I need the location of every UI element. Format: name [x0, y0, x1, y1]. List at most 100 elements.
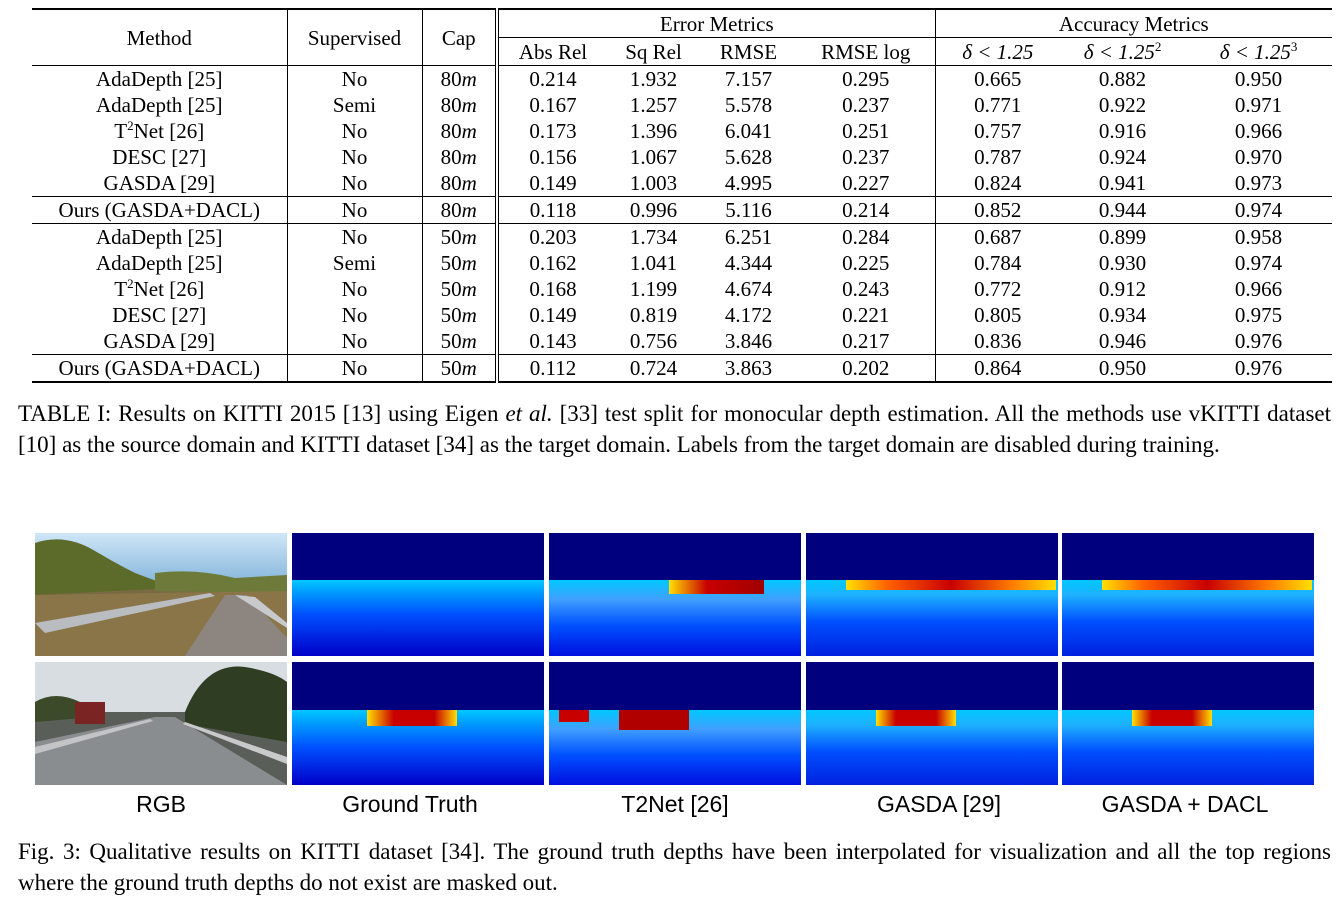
- cell-rmse: 6.251: [700, 223, 797, 250]
- cell-abs-rel: 0.156: [495, 144, 607, 170]
- cell-d2: 0.912: [1098, 277, 1147, 301]
- cell-d1: 0.852: [934, 196, 1061, 224]
- cell-rmse-log: 0.237: [842, 93, 890, 117]
- cell-cap: 50m: [421, 302, 497, 328]
- header-delta1: δ < 1.25: [934, 37, 1061, 66]
- header-delta3: δ < 1.253: [1185, 37, 1333, 66]
- cell-d2: 0.882: [1060, 65, 1186, 92]
- cell-abs-rel: 0.162: [495, 250, 607, 276]
- cell-d2: 0.922: [1098, 93, 1147, 117]
- header-cap: Cap: [421, 8, 497, 66]
- cell-sq-rel: 1.003: [629, 171, 678, 195]
- cell-cap: 50m: [421, 276, 497, 302]
- cell-supervised: Semi: [286, 250, 422, 276]
- cell-d3: 0.976: [1234, 329, 1283, 353]
- cell-abs-rel: 0.149: [495, 302, 607, 328]
- cell-method: Ours (GASDA+DACL): [32, 196, 287, 224]
- cell-abs-rel: 0.118: [495, 196, 607, 224]
- cell-rmse: 4.344: [724, 251, 773, 275]
- table-row: T2Net [26] No 80m 0.173 1.396 6.041 0.251 0.757…: [32, 118, 1332, 144]
- cell-d1: 0.771: [934, 92, 1061, 118]
- cell-d2: 0.899: [1060, 223, 1186, 250]
- header-rmse: RMSE: [700, 37, 797, 66]
- table-row: GASDA [29] No 50m 0.143 0.756 3.846 0.217 0.836…: [32, 328, 1332, 355]
- table-row: GASDA [29] No 80m 0.149 1.003 4.995 0.227 0.824…: [32, 170, 1332, 197]
- cell-rmse: 4.995: [724, 171, 773, 195]
- cell-cap: 80m: [421, 144, 497, 170]
- cell-cap: 80m: [421, 196, 497, 224]
- cell-d3: 0.974: [1185, 196, 1333, 224]
- cell-rmse-log: 0.251: [842, 119, 890, 143]
- cell-supervised: No: [286, 302, 422, 328]
- cell-d1: 0.787: [934, 144, 1061, 170]
- cell-supervised: No: [286, 328, 422, 355]
- cell-d3: 0.976: [1185, 354, 1333, 383]
- cell-sq-rel: 1.041: [629, 251, 678, 275]
- cell-method: DESC [27]: [112, 303, 207, 327]
- table-row: AdaDepth [25] Semi 80m 0.167 1.257 5.578 0.237…: [32, 92, 1332, 118]
- cell-d1: 0.757: [934, 118, 1061, 144]
- rgb-image-row1: [35, 533, 287, 656]
- cell-cap: 80m: [421, 118, 497, 144]
- cell-sq-rel: 1.199: [629, 277, 678, 301]
- cell-supervised: No: [286, 276, 422, 302]
- cell-method: AdaDepth [25]: [95, 93, 223, 117]
- cell-sq-rel: 0.724: [607, 354, 700, 383]
- table-row: AdaDepth [25] Semi 50m 0.162 1.041 4.344 0.225…: [32, 250, 1332, 276]
- cell-rmse-log: 0.221: [842, 303, 890, 327]
- cell-rmse: 3.863: [700, 354, 797, 383]
- cell-rmse-log: 0.227: [842, 171, 890, 195]
- cell-abs-rel: 0.167: [495, 92, 607, 118]
- results-table: Method Supervised Cap Error Metrics Accu…: [32, 8, 1333, 383]
- cell-method: AdaDepth [25]: [95, 251, 223, 275]
- cell-supervised: No: [286, 144, 422, 170]
- cell-rmse-log: 0.217: [842, 329, 890, 353]
- depth-t2net-row2: [549, 662, 801, 785]
- cell-d2: 0.916: [1098, 119, 1147, 143]
- cell-d3: 0.966: [1234, 119, 1283, 143]
- table-row: Ours (GASDA+DACL) No 50m 0.112 0.724 3.863 0.2…: [32, 354, 1333, 383]
- depth-gasda-dacl-row2: [1062, 662, 1314, 785]
- cell-sq-rel: 0.996: [607, 196, 700, 224]
- cell-d2: 0.924: [1098, 145, 1147, 169]
- cell-rmse: 5.578: [724, 93, 773, 117]
- cell-cap: 50m: [421, 223, 497, 250]
- cell-rmse: 6.041: [724, 119, 773, 143]
- header-abs-rel: Abs Rel: [495, 37, 607, 66]
- cell-d3: 0.975: [1234, 303, 1283, 327]
- depth-ground-truth-row1: [292, 533, 544, 656]
- cell-rmse-log: 0.202: [797, 354, 936, 383]
- cell-abs-rel: 0.149: [495, 170, 607, 197]
- depth-ground-truth-row2: [292, 662, 544, 785]
- cell-cap: 80m: [421, 92, 497, 118]
- cell-d2: 0.930: [1098, 251, 1147, 275]
- label-gasda-dacl: GASDA + DACL: [1101, 791, 1269, 817]
- cell-d1: 0.665: [934, 65, 1061, 92]
- cell-sq-rel: 0.756: [629, 329, 678, 353]
- cell-supervised: Semi: [286, 92, 422, 118]
- cell-rmse-log: 0.284: [797, 223, 936, 250]
- cell-method: T2Net [26]: [114, 276, 205, 301]
- cell-d2: 0.941: [1098, 171, 1147, 195]
- table-caption: TABLE I: Results on KITTI 2015 [13] usin…: [18, 401, 1331, 457]
- cell-abs-rel: 0.143: [495, 328, 607, 355]
- cell-d1: 0.772: [934, 276, 1061, 302]
- cell-abs-rel: 0.214: [495, 65, 607, 92]
- cell-rmse-log: 0.225: [842, 251, 890, 275]
- cell-rmse: 4.674: [724, 277, 773, 301]
- cell-rmse: 5.116: [700, 196, 797, 224]
- cell-method: GASDA [29]: [103, 329, 215, 353]
- cell-d1: 0.687: [934, 223, 1061, 250]
- cell-rmse: 4.172: [724, 303, 773, 327]
- cell-cap: 50m: [421, 250, 497, 276]
- cell-supervised: No: [286, 196, 422, 224]
- cell-method: T2Net [26]: [114, 118, 205, 143]
- label-rgb: RGB: [136, 791, 186, 817]
- rgb-image-row2: [35, 662, 287, 785]
- header-method: Method: [32, 8, 287, 66]
- cell-rmse-log: 0.295: [797, 65, 936, 92]
- cell-method: AdaDepth [25]: [32, 223, 287, 250]
- cell-supervised: No: [286, 118, 422, 144]
- depth-gasda-row2: [806, 662, 1058, 785]
- header-sq-rel: Sq Rel: [607, 37, 700, 66]
